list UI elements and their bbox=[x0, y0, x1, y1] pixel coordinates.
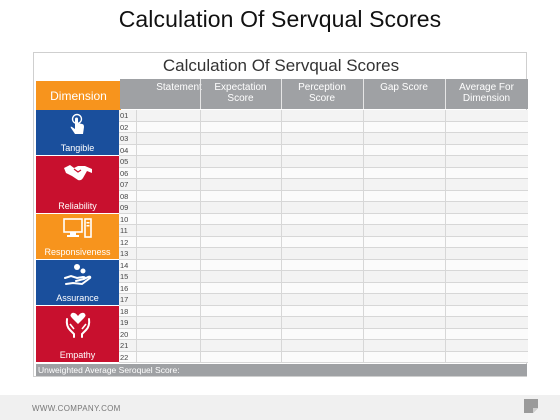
table-row: 15 bbox=[119, 271, 528, 283]
row-number: 08 bbox=[120, 191, 129, 201]
table-row: 21 bbox=[119, 340, 528, 352]
page-curl-icon bbox=[524, 399, 538, 413]
row-number: 20 bbox=[120, 329, 129, 339]
table-row: 19 bbox=[119, 317, 528, 329]
dimension-label: Reliability bbox=[58, 200, 97, 211]
row-number: 14 bbox=[120, 260, 129, 270]
row-number: 09 bbox=[120, 203, 129, 212]
table-row: 10 bbox=[119, 213, 528, 225]
hands-heart-icon bbox=[36, 312, 119, 338]
row-number: 03 bbox=[120, 134, 129, 143]
touch-hand-icon bbox=[36, 113, 119, 137]
column-separator bbox=[445, 79, 446, 109]
row-number: 10 bbox=[120, 214, 129, 224]
col-gap-score-header: Gap Score bbox=[380, 82, 428, 93]
col-statement-header: Statement bbox=[156, 82, 202, 93]
row-number: 21 bbox=[120, 341, 129, 350]
footer-bar bbox=[0, 395, 560, 420]
dimension-label: Empathy bbox=[59, 350, 96, 360]
table-row: 18 bbox=[119, 305, 528, 317]
row-number: 12 bbox=[120, 237, 129, 247]
table-title: Calculation Of Servqual Scores bbox=[162, 56, 400, 75]
table-row: 02 bbox=[119, 121, 528, 133]
col-perception-score-header: Perception Score bbox=[298, 82, 346, 104]
row-number: 22 bbox=[120, 352, 129, 362]
row-number: 15 bbox=[120, 272, 129, 281]
dimension-empathy: Empathy bbox=[36, 305, 119, 362]
company-url: WWW.COMPANY.COM bbox=[32, 404, 121, 413]
dimension-tangible: Tangible bbox=[36, 110, 119, 155]
col-expectation-score-header: Expectation Score bbox=[214, 82, 267, 104]
dimension-header: Dimension bbox=[36, 81, 121, 110]
table-row: 06 bbox=[119, 167, 528, 179]
table-row: 20 bbox=[119, 328, 528, 340]
grid-line bbox=[136, 110, 137, 363]
servqual-table: Calculation Of Servqual Scores Dimension… bbox=[33, 52, 528, 377]
table-row: 22 bbox=[119, 351, 528, 363]
row-number: 01 bbox=[120, 111, 129, 120]
row-number: 18 bbox=[120, 306, 129, 316]
table-row: 17 bbox=[119, 294, 528, 306]
dimension-label: Responsiveness bbox=[44, 246, 111, 257]
row-number: 04 bbox=[120, 145, 129, 155]
column-separator bbox=[363, 79, 364, 109]
table-row: 14 bbox=[119, 259, 528, 271]
row-number: 02 bbox=[120, 122, 129, 132]
table-row: 01 bbox=[119, 110, 528, 122]
column-separator bbox=[281, 79, 282, 109]
col-average-for-dimension-header: Average For Dimension bbox=[459, 82, 514, 104]
handshake-icon bbox=[36, 162, 119, 184]
hand-coins-icon bbox=[36, 263, 119, 287]
row-number: 13 bbox=[120, 249, 129, 258]
row-number: 07 bbox=[120, 180, 129, 189]
row-number: 17 bbox=[120, 295, 129, 304]
unweighted-average-row: Unweighted Average Seroquel Score: bbox=[36, 364, 527, 376]
dimension-label: Tangible bbox=[60, 143, 95, 153]
grid-line bbox=[200, 110, 201, 363]
table-row: 07 bbox=[119, 179, 528, 191]
row-number: 11 bbox=[120, 226, 128, 235]
table-row: 04 bbox=[119, 144, 528, 156]
row-number: 05 bbox=[120, 157, 129, 166]
table-row: 11 bbox=[119, 225, 528, 237]
table-row: 09 bbox=[119, 202, 528, 214]
row-number: 19 bbox=[120, 318, 129, 327]
dimension-label: Assurance bbox=[56, 292, 99, 303]
grid-line bbox=[445, 110, 446, 363]
row-number: 06 bbox=[120, 168, 129, 178]
column-header-strip bbox=[120, 79, 528, 109]
table-row: 16 bbox=[119, 282, 528, 294]
table-row: 03 bbox=[119, 133, 528, 145]
grid-line bbox=[281, 110, 282, 363]
page-title: Calculation Of Servqual Scores bbox=[118, 6, 442, 32]
computer-icon bbox=[36, 217, 119, 239]
table-row: 08 bbox=[119, 190, 528, 202]
table-row: 12 bbox=[119, 236, 528, 248]
row-number: 16 bbox=[120, 283, 129, 293]
grid-line bbox=[363, 110, 364, 363]
table-row: 05 bbox=[119, 156, 528, 168]
dimension-reliability: Reliability bbox=[36, 156, 119, 213]
dimension-assurance: Assurance bbox=[36, 259, 119, 305]
table-row: 13 bbox=[119, 248, 528, 260]
column-separator bbox=[200, 79, 201, 109]
dimension-responsiveness: Responsiveness bbox=[36, 213, 119, 259]
